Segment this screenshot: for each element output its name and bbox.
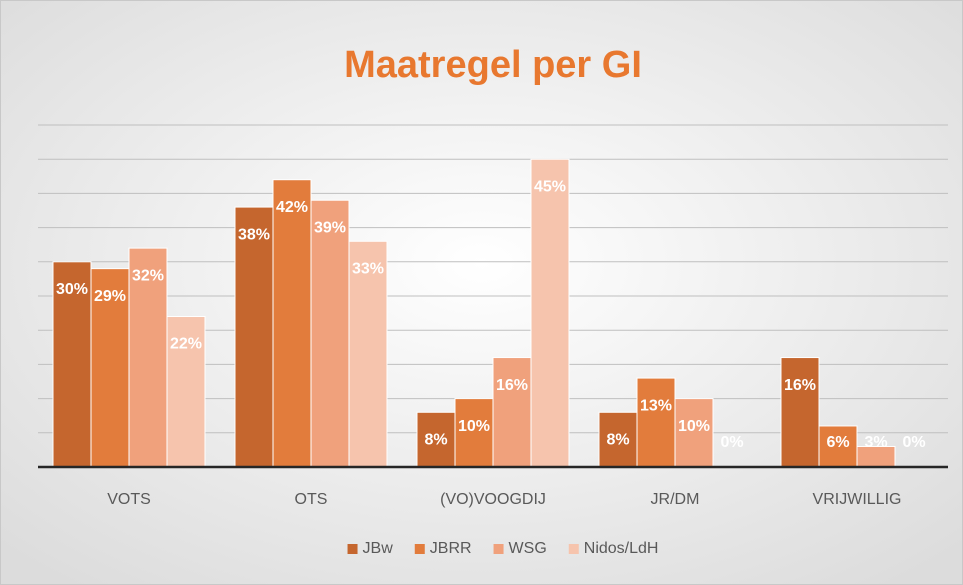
data-label: 22% bbox=[170, 336, 202, 353]
bar bbox=[636, 377, 676, 468]
legend-swatch bbox=[568, 544, 579, 554]
bar bbox=[272, 179, 312, 468]
bar bbox=[818, 425, 858, 468]
data-label: 8% bbox=[606, 431, 629, 448]
legend-swatch bbox=[347, 544, 358, 554]
legend-label: WSG bbox=[509, 540, 547, 557]
data-label: 45% bbox=[534, 178, 566, 195]
bar bbox=[674, 398, 714, 468]
x-tick-label: OTS bbox=[295, 491, 328, 508]
bar bbox=[128, 247, 168, 468]
data-label: 32% bbox=[132, 267, 164, 284]
data-label: 3% bbox=[864, 434, 887, 451]
bar bbox=[234, 206, 274, 468]
bar bbox=[598, 411, 638, 468]
bar bbox=[166, 316, 206, 468]
data-label: 42% bbox=[276, 199, 308, 216]
bar bbox=[530, 158, 570, 468]
bar bbox=[52, 261, 92, 468]
data-label: 6% bbox=[826, 434, 849, 451]
legend-swatch bbox=[493, 544, 504, 554]
data-label: 16% bbox=[784, 377, 816, 394]
data-label: 13% bbox=[640, 397, 672, 414]
x-tick-label: VOTS bbox=[107, 491, 151, 508]
data-label: 0% bbox=[720, 434, 743, 451]
legend-label: JBRR bbox=[430, 540, 472, 557]
data-label: 10% bbox=[458, 418, 490, 435]
data-label: 0% bbox=[902, 434, 925, 451]
data-label: 33% bbox=[352, 260, 384, 277]
legend-label: JBw bbox=[363, 540, 394, 557]
data-label: 16% bbox=[496, 377, 528, 394]
data-label: 29% bbox=[94, 288, 126, 305]
bar bbox=[492, 357, 532, 468]
data-label: 30% bbox=[56, 281, 88, 298]
bar bbox=[780, 357, 820, 468]
bar bbox=[310, 199, 350, 468]
chart-title: Maatregel per GI bbox=[344, 44, 642, 86]
data-label: 8% bbox=[424, 431, 447, 448]
x-tick-label: (VO)VOOGDIJ bbox=[440, 491, 546, 508]
data-label: 39% bbox=[314, 219, 346, 236]
bar bbox=[416, 411, 456, 468]
x-tick-label: JR/DM bbox=[651, 491, 700, 508]
data-label: 10% bbox=[678, 418, 710, 435]
bar bbox=[348, 240, 388, 468]
legend-swatch bbox=[414, 544, 425, 554]
x-tick-label: VRIJWILLIG bbox=[813, 491, 902, 508]
legend-label: Nidos/LdH bbox=[584, 540, 659, 557]
data-label: 38% bbox=[238, 226, 270, 243]
